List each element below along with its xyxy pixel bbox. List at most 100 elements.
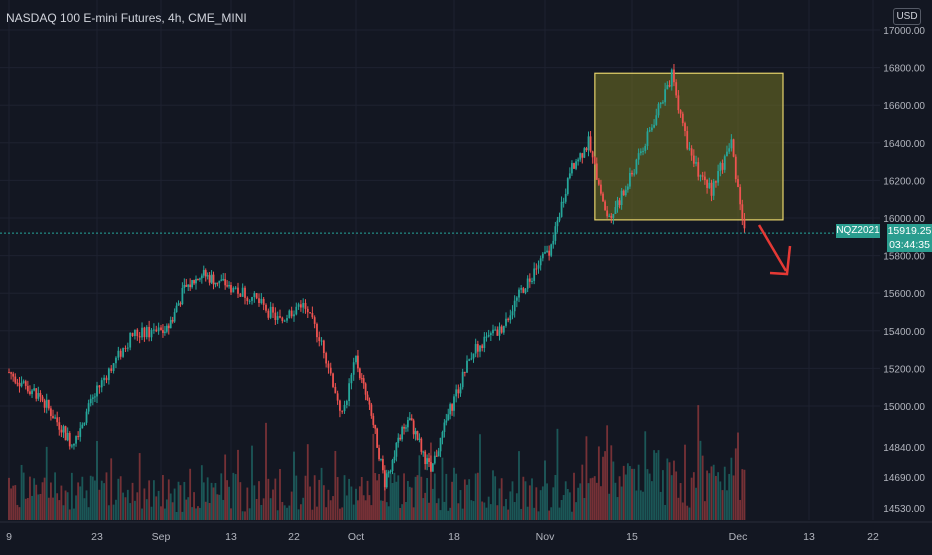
volume-bar (141, 508, 143, 520)
candle-body (316, 323, 318, 338)
y-axis[interactable]: 17000.00 16800.00 16600.00 16400.00 16200.00… (880, 0, 932, 520)
volume-bar (637, 464, 640, 520)
candle-body (487, 335, 490, 337)
candle-body (410, 418, 413, 421)
candle-body (666, 85, 669, 90)
currency-button[interactable]: USD (893, 8, 921, 25)
candle-body (62, 426, 65, 433)
volume-bar (33, 478, 36, 520)
volume-bar (624, 474, 627, 520)
volume-bar (447, 510, 450, 520)
candle-body (575, 161, 577, 169)
volume-bar (316, 506, 318, 520)
candle-body (355, 355, 357, 363)
volume-bar (265, 422, 267, 520)
volume-bar (453, 467, 455, 520)
candle-body (500, 326, 503, 333)
candle-body (195, 278, 197, 284)
x-axis[interactable]: 9 23 Sep 13 22 Oct 18 Nov 15 Dec 13 22 (0, 521, 932, 550)
volume-bar (571, 511, 573, 520)
volume-bar (276, 510, 279, 520)
volume-bar (539, 490, 542, 520)
y-tick-label-2: 16600.00 (883, 101, 925, 112)
candle-body (122, 348, 124, 357)
candle-body (110, 368, 113, 371)
candle-body (306, 308, 309, 313)
candle-body (370, 404, 373, 416)
volume-bar (297, 509, 300, 520)
volume-bar (103, 483, 106, 520)
candle-body (560, 201, 563, 217)
candle-body (311, 313, 314, 318)
volume-bar (54, 472, 56, 520)
candle-body (204, 270, 207, 277)
volume-bar (283, 505, 286, 520)
candle-body (593, 157, 596, 164)
candle-body (68, 432, 71, 447)
candle-body (117, 350, 120, 358)
candle-body (412, 420, 415, 435)
candle-body (533, 268, 536, 281)
volume-bar (372, 433, 375, 520)
x-tick-label-2: Sep (152, 531, 171, 543)
candle-body (372, 415, 375, 425)
candle-body (327, 363, 330, 368)
volume-bar (358, 486, 361, 520)
volume-bar (526, 506, 529, 520)
volume-bar (681, 502, 684, 520)
candle-body (626, 186, 629, 190)
candle-body (214, 282, 217, 285)
candle-body (653, 124, 655, 128)
volume-bar (403, 473, 405, 520)
candle-body (539, 258, 542, 266)
candle-body (610, 215, 613, 218)
volume-bar (313, 475, 316, 520)
candle-body (360, 378, 363, 380)
candle-body (276, 316, 279, 321)
candle-body (715, 181, 717, 183)
candle-body (548, 250, 551, 256)
volume-bar (461, 508, 464, 520)
candle-body (659, 102, 662, 105)
volume-bar (112, 504, 115, 520)
candle-body (526, 278, 529, 289)
volume-bar (629, 466, 631, 520)
symbol-label: NQZ2021 (836, 224, 880, 238)
volume-bar (541, 486, 544, 520)
candle-body (428, 458, 430, 462)
volume-bar (426, 477, 428, 520)
candle-body (692, 155, 695, 164)
volume-bar (193, 492, 195, 520)
candle-body (546, 250, 548, 252)
volume-bar (299, 504, 302, 520)
volume-bar (329, 500, 332, 520)
candle-body (589, 136, 592, 152)
volume-bar (376, 480, 379, 520)
volume-bar (642, 491, 644, 520)
volume-bar (610, 445, 613, 520)
down-arrow-annotation[interactable] (757, 224, 792, 276)
candle-body (614, 206, 617, 214)
volume-bar (70, 472, 73, 520)
candle-body (103, 377, 106, 381)
candle-body (115, 357, 117, 364)
candle-body (721, 163, 724, 170)
candle-body (483, 336, 486, 349)
volume-bar (200, 465, 203, 520)
volume-bar (472, 501, 475, 520)
volume-bar (439, 510, 442, 520)
x-tick-label-3: 13 (225, 531, 237, 543)
candle-body (552, 240, 555, 245)
volume-bar (244, 511, 246, 520)
candle-body (79, 428, 82, 437)
candle-body (524, 288, 527, 293)
volume-bar (293, 451, 295, 520)
candle-body (43, 400, 46, 408)
volume-bar (515, 493, 518, 520)
x-tick-label-4: 22 (288, 531, 300, 543)
candle-body (591, 151, 594, 158)
volume-bar (445, 473, 448, 520)
volume-bar (741, 469, 744, 520)
